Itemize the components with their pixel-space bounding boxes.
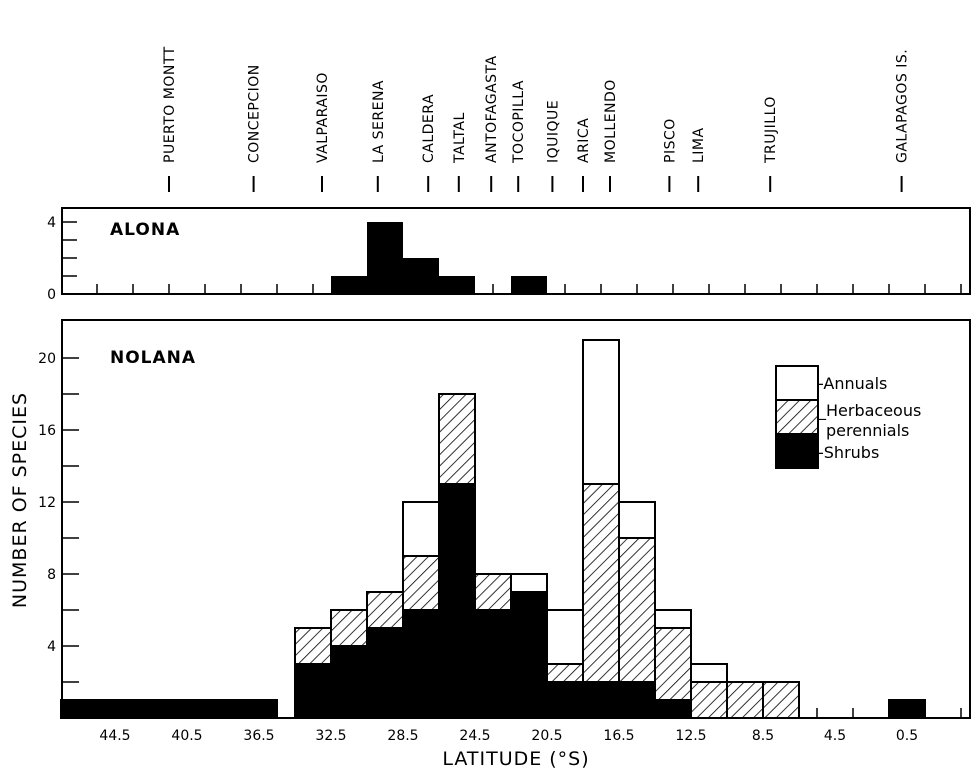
nolana-bar-herbaceous	[726, 681, 764, 719]
legend-label-perennials: perennials	[826, 421, 909, 440]
nolana-y-tick-label: 20	[38, 351, 56, 367]
nolana-bar-shrubs	[546, 681, 584, 719]
legend-label-shrubs: -Shrubs	[818, 443, 879, 462]
nolana-y-tick-label: 16	[38, 423, 56, 439]
alona-bar	[367, 222, 403, 294]
nolana-bar-herbaceous	[582, 483, 620, 683]
y-axis-title: NUMBER OF SPECIES	[9, 392, 31, 608]
nolana-bar-shrubs	[366, 627, 404, 719]
locality-label: LA SERENA	[371, 80, 387, 163]
locality-label: TALTAL	[452, 112, 468, 164]
nolana-bar-herbaceous	[294, 627, 332, 665]
nolana-bar-annuals	[402, 501, 440, 557]
x-axis-title: LATITUDE (°S)	[442, 748, 589, 770]
locality-label: CALDERA	[421, 94, 437, 163]
locality-label: GALAPAGOS IS.	[895, 49, 911, 163]
locality-label: TOCOPILLA	[511, 80, 527, 164]
locality-label: TRUJILLO	[763, 96, 779, 164]
nolana-bar-shrubs	[330, 645, 368, 719]
nolana-bar-annuals	[690, 663, 728, 683]
nolana-bar-annuals	[510, 573, 548, 593]
nolana-y-tick-label: 4	[47, 639, 56, 655]
alona-histogram: 04	[47, 215, 962, 303]
nolana-bar-shrubs	[510, 591, 548, 719]
nolana-bar-annuals	[582, 339, 620, 485]
nolana-x-tick-label: 16.5	[603, 728, 634, 744]
locality-label: MOLLENDO	[603, 79, 619, 163]
legend-label-herbaceous: _Herbaceous	[817, 401, 921, 421]
nolana-x-tick-label: 36.5	[243, 728, 274, 744]
nolana-bar-shrubs	[582, 681, 620, 719]
nolana-bar-herbaceous	[546, 663, 584, 683]
nolana-y-tick-label: 12	[38, 495, 56, 511]
alona-bar	[403, 258, 439, 294]
nolana-y-tick-label: 8	[47, 567, 56, 583]
nolana-bar-shrubs	[618, 681, 656, 719]
locality-label: IQUIQUE	[545, 100, 561, 163]
nolana-x-tick-label: 28.5	[387, 728, 418, 744]
nolana-panel-title: NOLANA	[110, 348, 196, 368]
nolana-bar-herbaceous	[654, 627, 692, 701]
alona-bar	[331, 276, 367, 294]
nolana-x-tick-label: 32.5	[315, 728, 346, 744]
nolana-bar-shrubs	[402, 609, 440, 719]
nolana-bar-annuals	[654, 609, 692, 629]
locality-label: PUERTO MONTT	[162, 46, 178, 163]
legend-swatch	[775, 399, 819, 435]
locality-labels: PUERTO MONTT CONCEPCION VALPARAISO LA SEREN…	[162, 46, 911, 192]
locality-label: VALPARAISO	[315, 72, 331, 163]
legend-swatch	[775, 365, 819, 401]
nolana-bar-herbaceous	[762, 681, 800, 719]
locality-label: ANTOFAGASTA	[484, 55, 500, 163]
nolana-x-tick-label: 44.5	[99, 728, 130, 744]
nolana-bar-herbaceous	[474, 573, 512, 611]
nolana-x-tick-label: 24.5	[459, 728, 490, 744]
nolana-bar-herbaceous	[618, 537, 656, 683]
nolana-x-tick-label: 8.5	[752, 728, 774, 744]
locality-label: CONCEPCION	[247, 64, 263, 163]
nolana-bar-shrubs	[60, 699, 278, 719]
legend-swatch	[775, 433, 819, 469]
locality-label: LIMA	[691, 127, 707, 163]
nolana-bar-herbaceous	[690, 681, 728, 719]
locality-label: PISCO	[662, 118, 678, 163]
nolana-bar-shrubs	[474, 609, 512, 719]
nolana-x-tick-label: 40.5	[171, 728, 202, 744]
nolana-x-tick-label: 4.5	[824, 728, 846, 744]
alona-panel-title: ALONA	[110, 220, 180, 240]
nolana-bar-annuals	[546, 609, 584, 665]
nolana-bar-herbaceous	[330, 609, 368, 647]
nolana-bar-herbaceous	[366, 591, 404, 629]
nolana-bar-herbaceous	[438, 393, 476, 485]
locality-label: ARICA	[576, 118, 592, 163]
nolana-x-tick-label: 20.5	[531, 728, 562, 744]
alona-y-tick-label: 0	[47, 287, 56, 303]
alona-bar	[439, 276, 475, 294]
alona-y-tick-label: 4	[47, 215, 56, 231]
nolana-bar-annuals	[618, 501, 656, 539]
nolana-bar-shrubs	[294, 663, 332, 719]
nolana-bar-shrubs	[888, 699, 926, 719]
alona-bar	[511, 276, 547, 294]
nolana-x-tick-label: 0.5	[896, 728, 918, 744]
legend-label-annuals: -Annuals	[818, 374, 887, 393]
nolana-x-tick-label: 12.5	[675, 728, 706, 744]
nolana-bar-shrubs	[654, 699, 692, 719]
nolana-bar-shrubs	[438, 483, 476, 719]
nolana-histogram: 4 8 12 16 20 44.5 40.5 36.5 32.5 28.5 24.5 20.5 16.5…	[38, 339, 962, 744]
nolana-bar-herbaceous	[402, 555, 440, 611]
